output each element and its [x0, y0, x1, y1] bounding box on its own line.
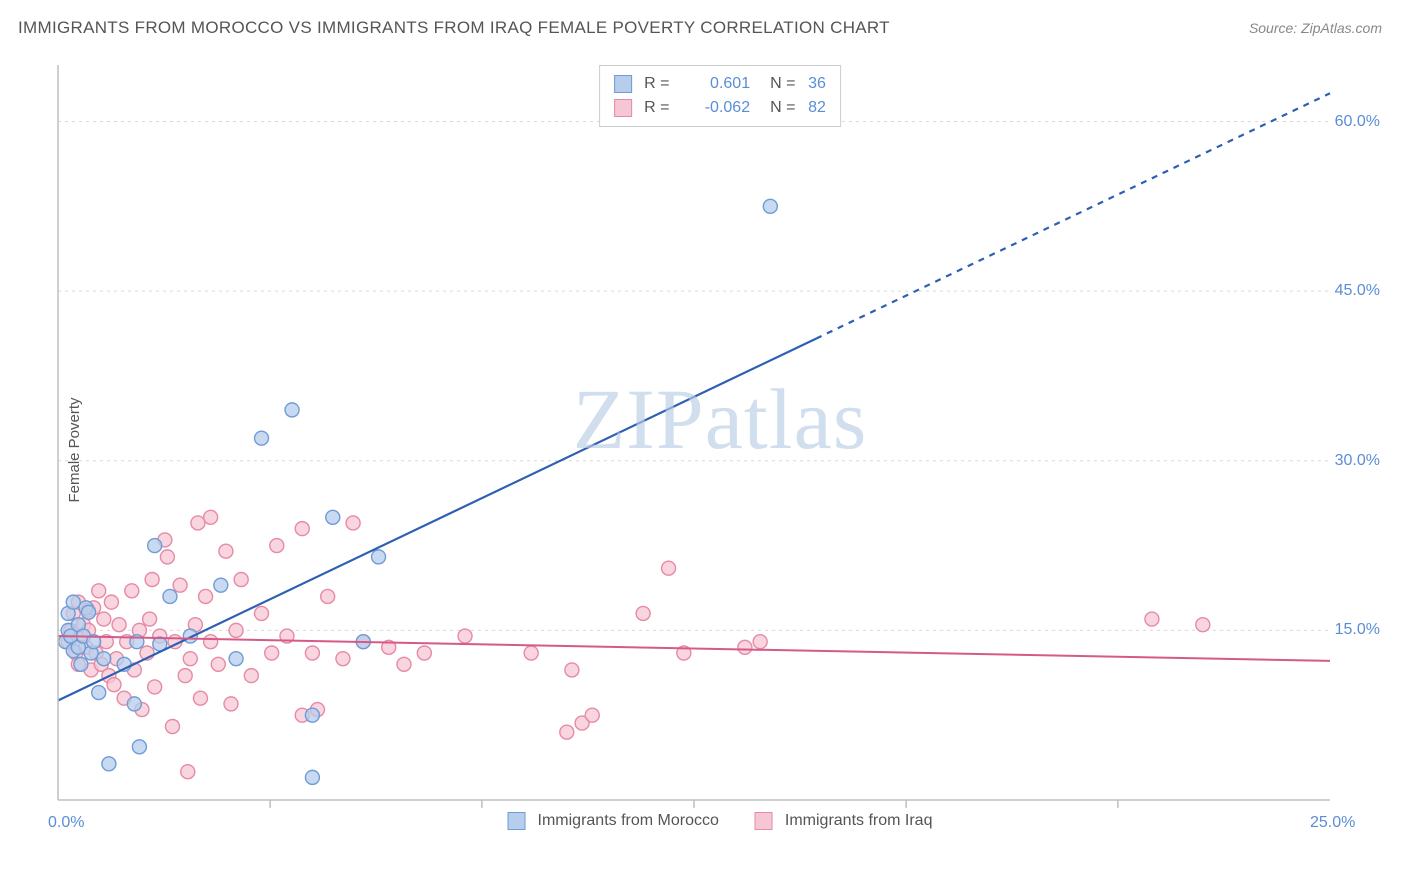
y-tick-label: 45.0%: [1335, 282, 1380, 300]
legend-item-morocco: Immigrants from Morocco: [508, 812, 719, 830]
legend-label-morocco: Immigrants from Morocco: [538, 812, 719, 830]
r-value-morocco: 0.601: [684, 72, 750, 96]
r-value-iraq: -0.062: [684, 96, 750, 120]
legend-row-morocco: R = 0.601 N = 36: [614, 72, 826, 96]
chart-area: Female Poverty 15.0%30.0%45.0%60.0% ZIPa…: [50, 60, 1390, 840]
swatch-iraq-icon: [755, 812, 773, 830]
x-tick-max: 25.0%: [1310, 814, 1355, 832]
swatch-iraq-icon: [614, 99, 632, 117]
y-axis-label: Female Poverty: [66, 397, 83, 502]
n-label: N =: [770, 72, 800, 96]
legend-row-iraq: R = -0.062 N = 82: [614, 96, 826, 120]
swatch-morocco-icon: [508, 812, 526, 830]
chart-title: IMMIGRANTS FROM MOROCCO VS IMMIGRANTS FR…: [18, 18, 890, 38]
swatch-morocco-icon: [614, 75, 632, 93]
y-tick-label: 60.0%: [1335, 113, 1380, 131]
correlation-legend: R = 0.601 N = 36 R = -0.062 N = 82: [599, 65, 841, 127]
y-tick-label: 15.0%: [1335, 621, 1380, 639]
n-value-iraq: 82: [808, 96, 826, 120]
series-legend: Immigrants from Morocco Immigrants from …: [508, 812, 933, 830]
r-label: R =: [644, 96, 676, 120]
x-tick-zero: 0.0%: [48, 814, 84, 832]
legend-item-iraq: Immigrants from Iraq: [755, 812, 933, 830]
y-tick-label: 30.0%: [1335, 452, 1380, 470]
legend-label-iraq: Immigrants from Iraq: [785, 812, 933, 830]
scatter-plot: [50, 60, 1390, 840]
n-label: N =: [770, 96, 800, 120]
n-value-morocco: 36: [808, 72, 826, 96]
r-label: R =: [644, 72, 676, 96]
source-attribution: Source: ZipAtlas.com: [1249, 20, 1382, 36]
